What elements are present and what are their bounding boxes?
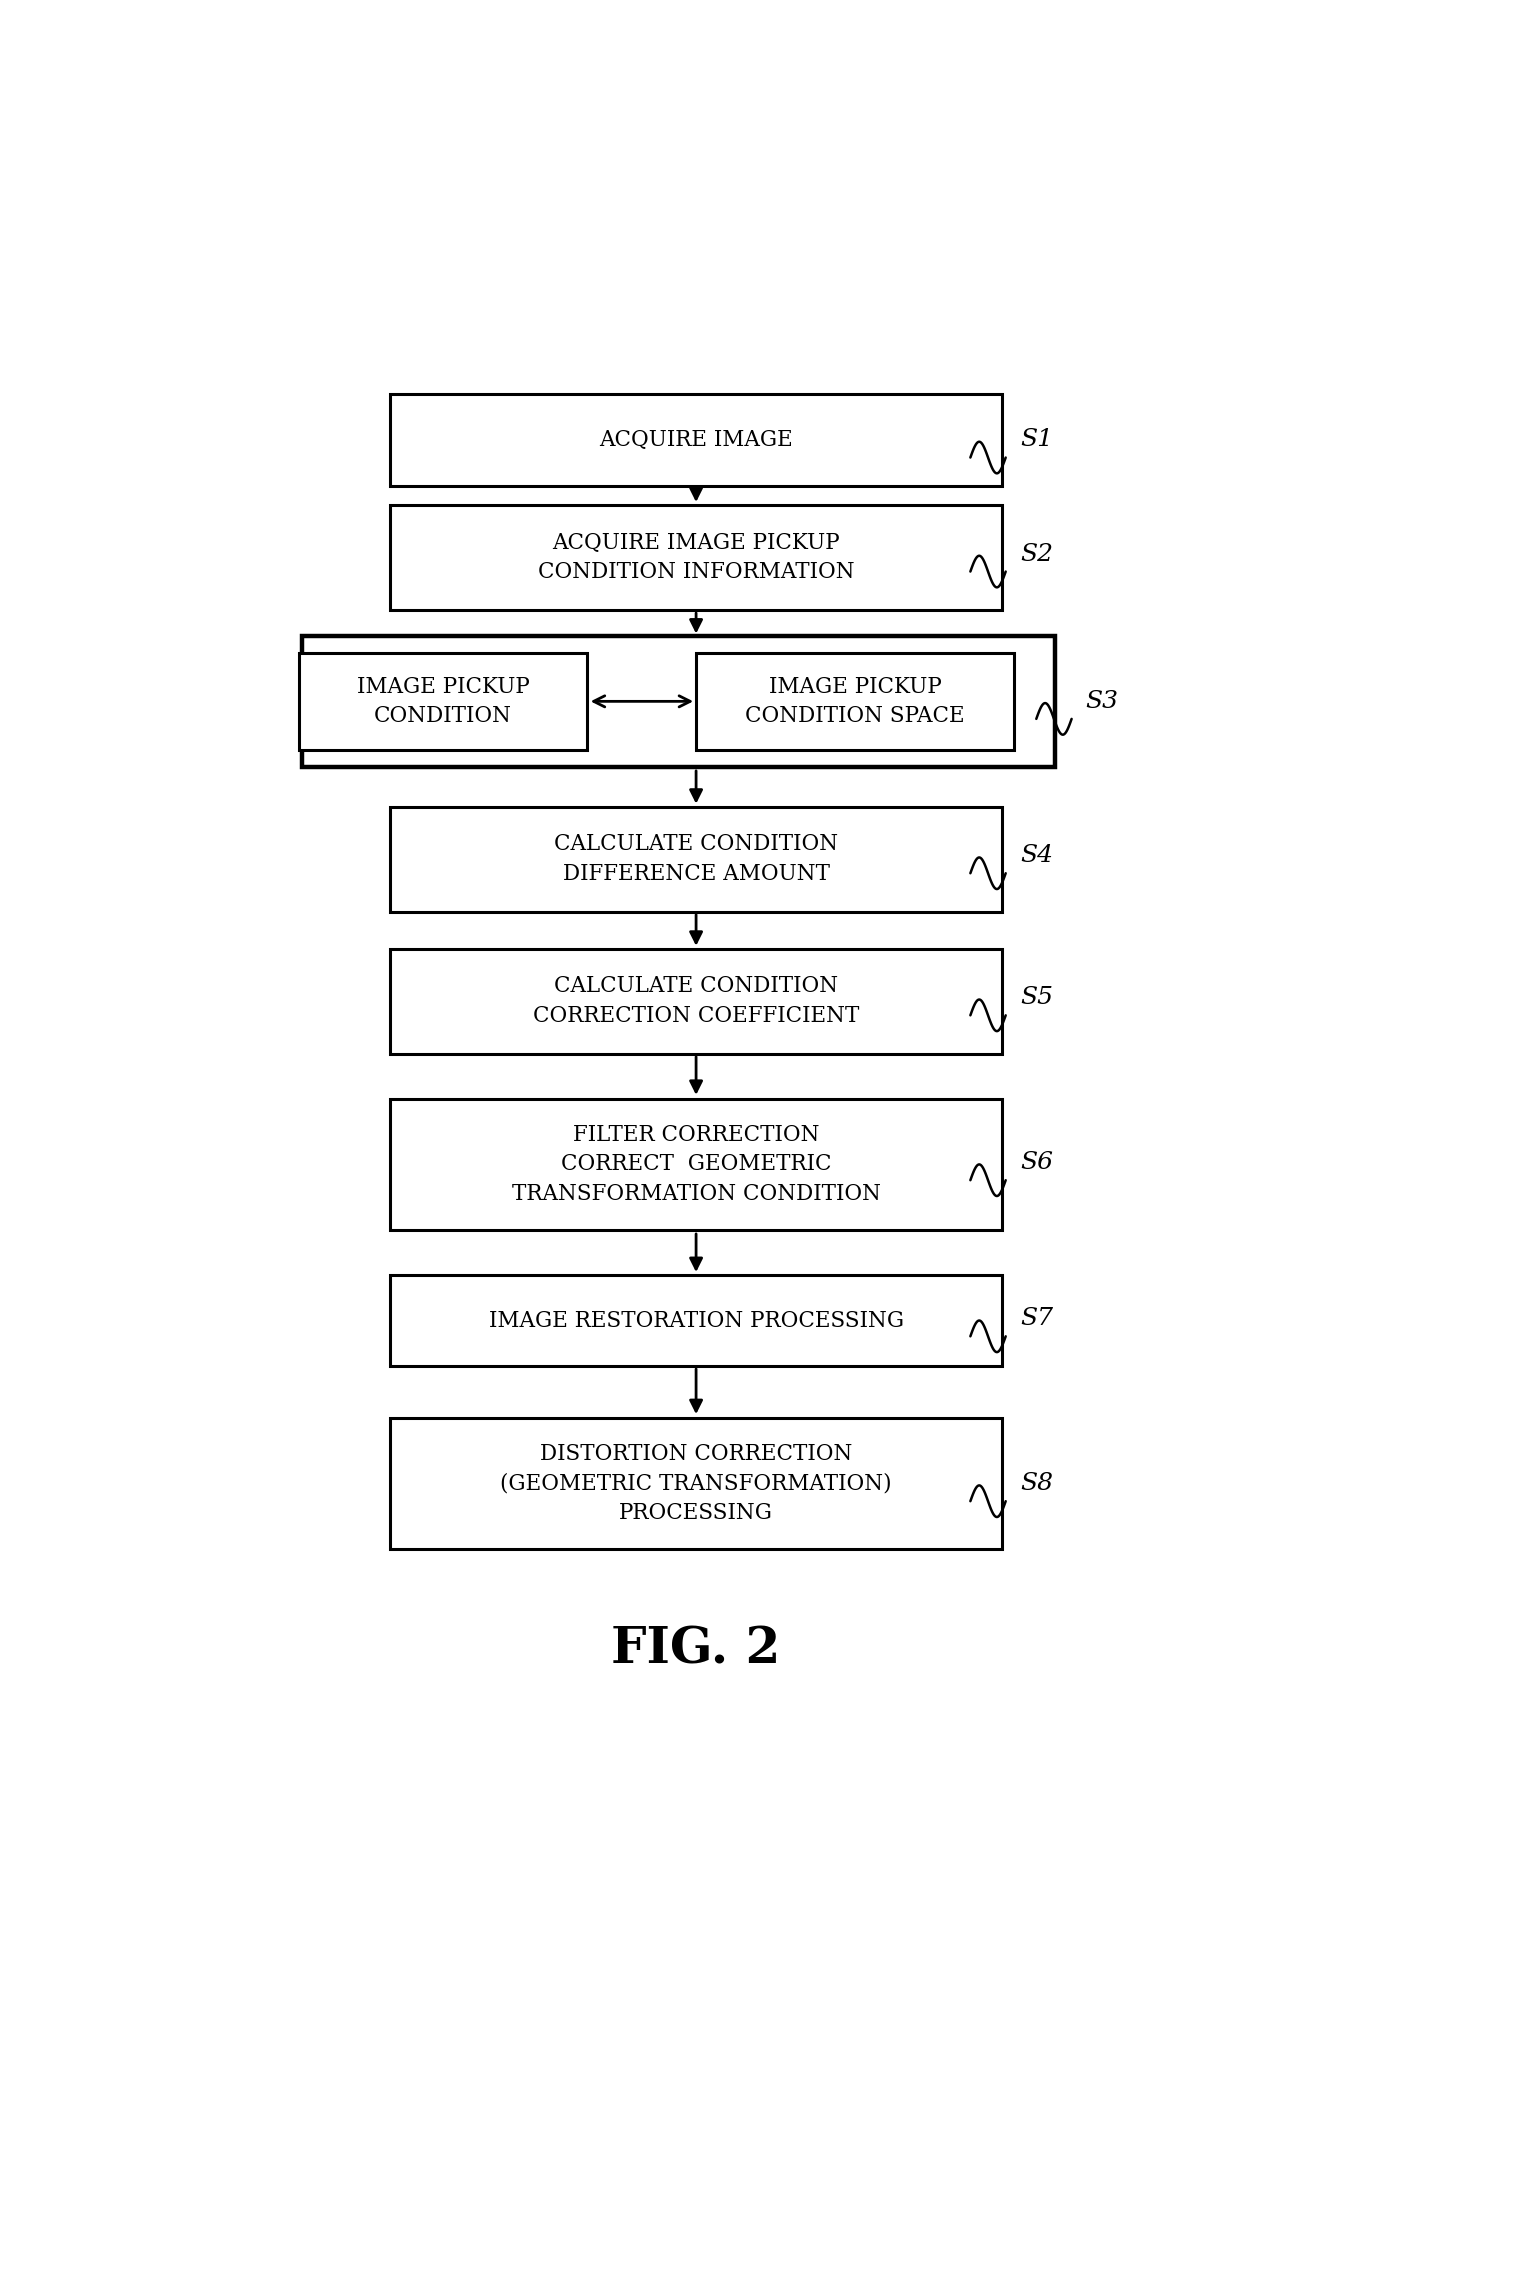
Text: S2: S2 — [1019, 542, 1053, 565]
Text: FIG. 2: FIG. 2 — [611, 1626, 781, 1674]
Bar — [390, 394, 1003, 485]
Text: DISTORTION CORRECTION
(GEOMETRIC TRANSFORMATION)
PROCESSING: DISTORTION CORRECTION (GEOMETRIC TRANSFO… — [500, 1442, 892, 1524]
Text: CALCULATE CONDITION
DIFFERENCE AMOUNT: CALCULATE CONDITION DIFFERENCE AMOUNT — [554, 834, 838, 886]
Text: ACQUIRE IMAGE PICKUP
CONDITION INFORMATION: ACQUIRE IMAGE PICKUP CONDITION INFORMATI… — [538, 531, 854, 583]
Bar — [390, 948, 1003, 1055]
Text: S6: S6 — [1019, 1150, 1053, 1173]
Text: S3: S3 — [1086, 690, 1118, 713]
Text: S8: S8 — [1019, 1472, 1053, 1494]
Text: S1: S1 — [1019, 428, 1053, 451]
Bar — [696, 654, 1015, 749]
Text: IMAGE PICKUP
CONDITION SPACE: IMAGE PICKUP CONDITION SPACE — [746, 677, 965, 727]
Text: S5: S5 — [1019, 986, 1053, 1009]
Text: CALCULATE CONDITION
CORRECTION COEFFICIENT: CALCULATE CONDITION CORRECTION COEFFICIE… — [533, 975, 860, 1027]
Text: IMAGE RESTORATION PROCESSING: IMAGE RESTORATION PROCESSING — [489, 1310, 904, 1333]
Bar — [299, 654, 588, 749]
Bar — [390, 1098, 1003, 1230]
Bar — [390, 506, 1003, 611]
Bar — [390, 1276, 1003, 1367]
Text: S4: S4 — [1019, 845, 1053, 868]
Text: S7: S7 — [1019, 1308, 1053, 1330]
Text: FILTER CORRECTION
CORRECT  GEOMETRIC
TRANSFORMATION CONDITION: FILTER CORRECTION CORRECT GEOMETRIC TRAN… — [512, 1123, 881, 1205]
Bar — [302, 636, 1056, 768]
Bar — [390, 806, 1003, 911]
Text: ACQUIRE IMAGE: ACQUIRE IMAGE — [598, 428, 793, 451]
Text: IMAGE PICKUP
CONDITION: IMAGE PICKUP CONDITION — [357, 677, 529, 727]
Bar — [390, 1417, 1003, 1549]
